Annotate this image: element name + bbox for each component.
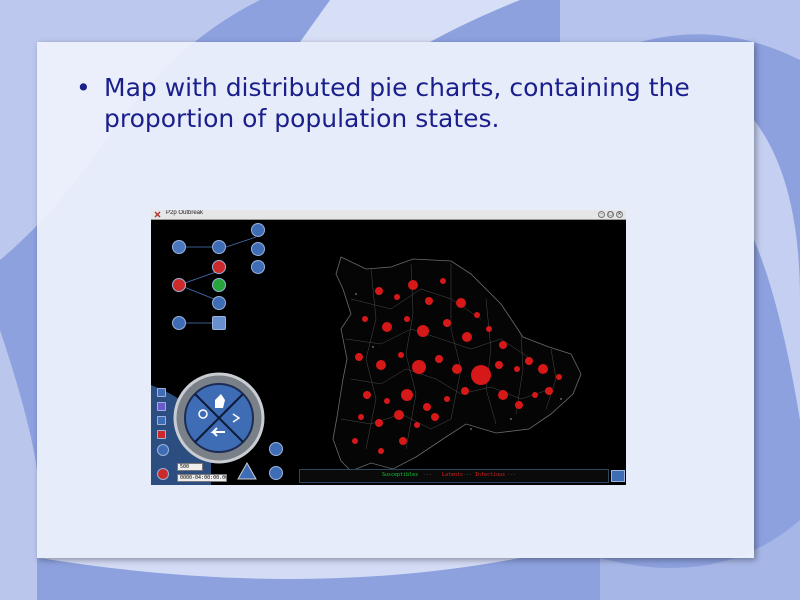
pie-chart bbox=[352, 438, 358, 444]
power-button[interactable] bbox=[269, 442, 283, 456]
outbreak-map bbox=[178, 236, 582, 472]
layer-button[interactable] bbox=[212, 316, 226, 330]
pie-chart bbox=[471, 365, 491, 385]
pin-tool-button[interactable] bbox=[212, 240, 226, 254]
pie-chart bbox=[545, 387, 553, 395]
chart-icon[interactable] bbox=[157, 388, 166, 397]
pie-chart bbox=[443, 319, 451, 327]
pie-chart bbox=[435, 355, 443, 363]
pie-chart bbox=[399, 437, 407, 445]
pie-chart bbox=[514, 366, 520, 372]
navigation-dial[interactable] bbox=[151, 370, 271, 485]
bullet-text: Map with distributed pie charts, contain… bbox=[104, 73, 690, 133]
pie-chart bbox=[532, 392, 538, 398]
pie-chart-markers bbox=[352, 278, 562, 454]
pie-chart bbox=[375, 287, 383, 295]
pie-chart bbox=[486, 326, 492, 332]
status-bar: Susceptibles --- Latents --- Infectious … bbox=[299, 469, 609, 483]
mail-button[interactable] bbox=[251, 260, 265, 274]
pie-chart bbox=[456, 298, 466, 308]
minimize-button[interactable]: – bbox=[598, 211, 605, 218]
save-button[interactable] bbox=[251, 223, 265, 237]
status-label-latents: Latents bbox=[442, 472, 464, 478]
pie-chart bbox=[358, 414, 364, 420]
pie-chart bbox=[461, 387, 469, 395]
globe-button[interactable] bbox=[269, 466, 283, 480]
pie-chart bbox=[498, 390, 508, 400]
pie-chart bbox=[440, 278, 446, 284]
pie-chart bbox=[452, 364, 462, 374]
pie-chart bbox=[412, 360, 426, 374]
pie-chart bbox=[423, 403, 431, 411]
close-button[interactable]: × bbox=[616, 211, 623, 218]
pie-chart bbox=[404, 316, 410, 322]
window-title: P2p Outbreak bbox=[166, 210, 204, 216]
reset-button[interactable] bbox=[172, 316, 186, 330]
equals-icon[interactable] bbox=[157, 416, 166, 425]
pie-chart bbox=[414, 422, 420, 428]
pie-chart bbox=[538, 364, 548, 374]
status-label-infectious: Infectious bbox=[475, 472, 506, 478]
pie-chart bbox=[376, 360, 386, 370]
square-icon[interactable] bbox=[157, 402, 166, 411]
bag-icon[interactable] bbox=[157, 444, 169, 456]
status-toggle-button[interactable] bbox=[611, 470, 625, 482]
speed-field[interactable]: 500 bbox=[177, 463, 203, 471]
stop-icon[interactable] bbox=[157, 430, 166, 439]
pie-chart bbox=[401, 389, 413, 401]
pie-chart bbox=[408, 280, 418, 290]
status-separator: --- bbox=[463, 472, 473, 478]
bullet-dot: • bbox=[76, 73, 91, 102]
pie-chart bbox=[382, 322, 392, 332]
pie-chart bbox=[499, 341, 507, 349]
pie-chart bbox=[394, 410, 404, 420]
alert-button[interactable] bbox=[172, 278, 186, 292]
pie-chart bbox=[444, 396, 450, 402]
pie-chart bbox=[556, 374, 562, 380]
pie-chart bbox=[425, 297, 433, 305]
pie-chart bbox=[378, 448, 384, 454]
app-logo-icon bbox=[154, 211, 161, 218]
pie-chart bbox=[394, 294, 400, 300]
network-tool-button[interactable] bbox=[172, 240, 186, 254]
pie-chart bbox=[363, 391, 371, 399]
pie-chart bbox=[375, 419, 383, 427]
pie-chart bbox=[384, 398, 390, 404]
warning-icon[interactable] bbox=[237, 462, 257, 480]
settings-button[interactable] bbox=[251, 242, 265, 256]
status-separator: --- bbox=[423, 472, 433, 478]
recovery-button[interactable] bbox=[212, 278, 226, 292]
map-district-borders bbox=[340, 263, 557, 450]
time-field[interactable]: 0000-04:00:00.00 bbox=[177, 474, 227, 482]
pie-chart bbox=[398, 352, 404, 358]
infection-button[interactable] bbox=[212, 260, 226, 274]
pie-chart bbox=[495, 361, 503, 369]
pie-chart bbox=[474, 312, 480, 318]
pie-chart bbox=[462, 332, 472, 342]
pie-chart bbox=[355, 353, 363, 361]
p2p-outbreak-window: P2p Outbreak – □ × bbox=[151, 210, 626, 485]
status-separator: --- bbox=[507, 472, 517, 478]
window-titlebar: P2p Outbreak – □ × bbox=[151, 210, 626, 220]
pie-chart bbox=[417, 325, 429, 337]
status-label-susceptibles: Susceptibles bbox=[382, 472, 419, 478]
pie-chart bbox=[431, 413, 439, 421]
clock-button[interactable] bbox=[212, 296, 226, 310]
help-icon[interactable] bbox=[157, 468, 169, 480]
pie-chart bbox=[525, 357, 533, 365]
map-labels-dots bbox=[355, 293, 562, 430]
maximize-button[interactable]: □ bbox=[607, 211, 614, 218]
pie-chart bbox=[362, 316, 368, 322]
pie-chart bbox=[515, 401, 523, 409]
